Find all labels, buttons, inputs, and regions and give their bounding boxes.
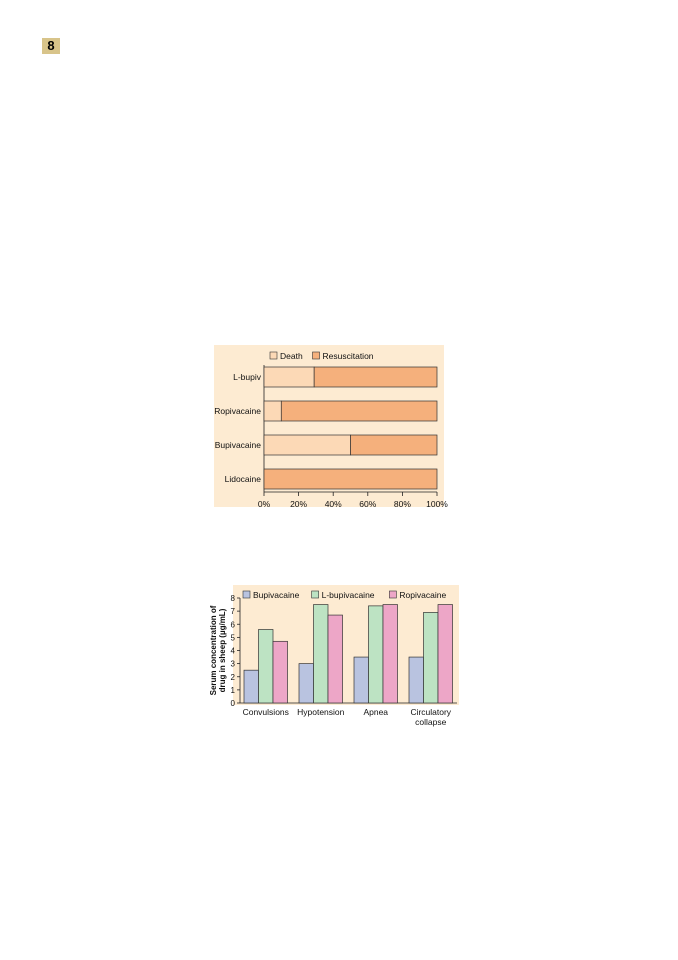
y-tick-label-5: 5 xyxy=(231,633,236,642)
bar-circulatory-collapse-l-bupivacaine xyxy=(423,612,439,704)
legend-label-death: Death xyxy=(280,351,303,361)
legend-label-resuscitation: Resuscitation xyxy=(323,351,374,361)
x-tick-label-3: 60% xyxy=(359,499,376,509)
y-tick-label-8: 8 xyxy=(231,594,236,603)
y-axis-label-line-2: drug in sheep (µg/mL) xyxy=(218,608,227,692)
category-label-apnea: Apnea xyxy=(363,707,388,717)
y-tick-label-6: 6 xyxy=(231,620,236,629)
bar-hypotension-bupivacaine xyxy=(298,663,314,704)
legend-swatch-resuscitation xyxy=(312,351,320,360)
category-label-bupivacaine: Bupivacaine xyxy=(215,440,262,450)
y-axis-label: Serum concentration ofdrug in sheep (µg/… xyxy=(209,605,227,695)
category-label-l-bupiv: L-bupiv xyxy=(233,372,262,382)
bar-apnea-bupivacaine xyxy=(353,656,369,704)
legend-swatch-bupivacaine xyxy=(242,590,251,599)
bar-l-bupiv-death xyxy=(263,366,315,388)
category-label-convulsions: Convulsions xyxy=(243,707,289,717)
bar-apnea-l-bupivacaine xyxy=(368,605,384,704)
bar-circulatory-collapse-ropivacaine xyxy=(437,604,453,704)
bar-convulsions-bupivacaine xyxy=(243,669,259,704)
bar-bupivacaine-resuscitation xyxy=(350,434,438,456)
category-label-circulatory-collapse: Circulatory collapse xyxy=(410,707,451,727)
bar-l-bupiv-resuscitation xyxy=(313,366,438,388)
outcome-stacked-bar-chart: Death Resuscitation L-bupiv Ropivacaine Bupi… xyxy=(214,345,454,513)
category-label-line-1: Circulatory xyxy=(410,707,451,717)
x-tick-label-1: 20% xyxy=(290,499,307,509)
legend-label-l-bupivacaine: L-bupivacaine xyxy=(322,590,375,600)
category-label-lidocaine: Lidocaine xyxy=(225,474,262,484)
bar-apnea-ropivacaine xyxy=(382,604,398,704)
category-label-hypotension: Hypotension xyxy=(297,707,345,717)
bar-convulsions-l-bupivacaine xyxy=(258,629,274,704)
outcome-chart-svg: Death Resuscitation L-bupiv Ropivacaine Bupi… xyxy=(214,345,448,509)
y-tick-label-7: 7 xyxy=(231,607,236,616)
bar-ropivacaine-death xyxy=(263,400,282,422)
y-tick-label-0: 0 xyxy=(231,699,236,708)
legend-label-bupivacaine: Bupivacaine xyxy=(253,590,300,600)
page-number-badge: 8 xyxy=(42,38,60,54)
bar-hypotension-l-bupivacaine xyxy=(313,604,329,704)
y-tick-label-2: 2 xyxy=(231,673,236,682)
x-tick-label-0: 0% xyxy=(258,499,271,509)
bar-bupivacaine-death xyxy=(263,434,351,456)
y-tick-label-3: 3 xyxy=(231,660,236,669)
legend-swatch-ropivacaine xyxy=(389,590,397,599)
serum-concentration-bar-chart: Serum concentration ofdrug in sheep (µg/… xyxy=(205,585,463,730)
bar-convulsions-ropivacaine xyxy=(272,640,288,704)
bar-hypotension-ropivacaine xyxy=(327,614,343,704)
bar-lidocaine-resuscitation xyxy=(263,468,438,490)
y-tick-label-1: 1 xyxy=(231,686,236,695)
bar-circulatory-collapse-bupivacaine xyxy=(408,656,424,704)
x-tick-label-4: 80% xyxy=(394,499,411,509)
x-tick-label-5: 100% xyxy=(426,499,448,509)
serum-chart-svg: Serum concentration ofdrug in sheep (µg/… xyxy=(209,585,459,727)
y-tick-label-4: 4 xyxy=(231,647,236,656)
category-label-line-2: collapse xyxy=(415,717,446,727)
legend-swatch-l-bupivacaine xyxy=(311,590,319,599)
category-label-ropivacaine: Ropivacaine xyxy=(214,406,261,416)
x-tick-label-2: 40% xyxy=(325,499,342,509)
bar-ropivacaine-resuscitation xyxy=(280,400,438,422)
legend-label-ropivacaine: Ropivacaine xyxy=(399,590,446,600)
legend-swatch-death xyxy=(269,351,278,360)
y-axis-label-line-1: Serum concentration of xyxy=(209,605,218,695)
